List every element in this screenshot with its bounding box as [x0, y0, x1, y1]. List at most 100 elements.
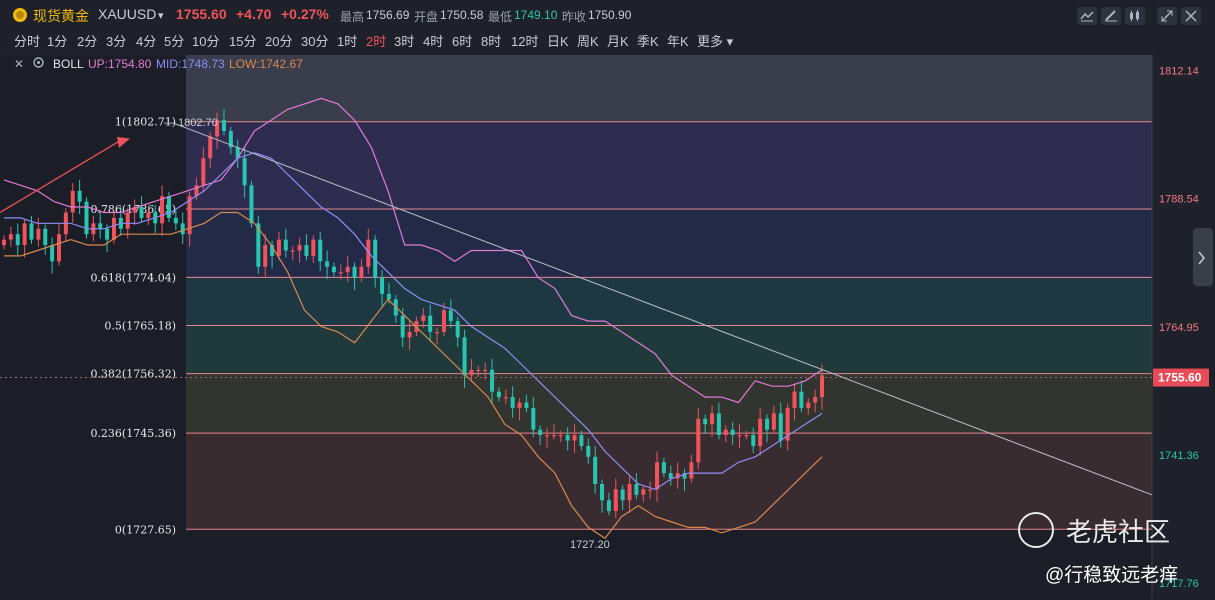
candle-body-50: [345, 266, 350, 273]
timeframe-18[interactable]: 日K: [547, 34, 569, 49]
timeframe-19[interactable]: 周K: [577, 34, 599, 49]
candle-body-73: [503, 397, 508, 399]
timeframe-9[interactable]: 20分: [265, 34, 293, 49]
tiger-logo-icon: [1018, 512, 1054, 548]
close-icon[interactable]: [1181, 7, 1201, 25]
candle-body-80: [551, 435, 556, 437]
candle-body-87: [600, 483, 605, 501]
boll-mid-value: MID:1748.73: [156, 57, 225, 71]
fib-zone-2: [186, 277, 1152, 326]
chevron-down-icon[interactable]: ▾: [158, 10, 164, 22]
timeframe-17[interactable]: 12时: [511, 34, 539, 49]
candle-body-117: [806, 402, 811, 408]
timeframe-4[interactable]: 3分: [106, 34, 127, 49]
timeframe-10[interactable]: 30分: [301, 34, 329, 49]
timeframe-11[interactable]: 1时: [337, 34, 358, 49]
instrument-name[interactable]: 现货黄金: [33, 8, 89, 24]
timeframe-8[interactable]: 15分: [229, 34, 257, 49]
remove-indicator-icon[interactable]: ✕: [14, 57, 25, 71]
timeframe-23[interactable]: 更多 ▾: [697, 34, 734, 49]
candles: [2, 109, 824, 519]
timeframe-20[interactable]: 月K: [607, 34, 629, 49]
candle-body-62: [428, 315, 433, 332]
fib-label-2: 0.618(1774.04): [90, 271, 176, 284]
high-label: 最高: [340, 10, 365, 24]
indicator-icon[interactable]: [1077, 7, 1097, 25]
candle-body-58: [400, 315, 405, 338]
candle-body-70: [483, 369, 488, 372]
candle-body-47: [325, 261, 330, 267]
timeframe-15[interactable]: 6时: [452, 34, 473, 49]
timeframe-16[interactable]: 8时: [481, 34, 502, 49]
timeframe-6[interactable]: 5分: [164, 34, 185, 49]
candle-body-98: [675, 473, 680, 479]
timeframe-3[interactable]: 2分: [77, 34, 98, 49]
candle-body-4: [29, 223, 34, 240]
candle-body-115: [792, 391, 797, 408]
arrow-head-icon: [117, 136, 130, 148]
candle-body-1: [8, 234, 13, 240]
candle-body-63: [435, 331, 440, 334]
fib-zone-3: [186, 325, 1152, 374]
candle-body-107: [737, 435, 742, 437]
low-value: 1749.10: [514, 8, 558, 22]
settings-icon[interactable]: [32, 56, 45, 72]
candle-body-38: [263, 245, 268, 267]
candle-body-81: [558, 435, 563, 437]
candle-body-61: [421, 315, 426, 322]
candle-body-67: [462, 337, 467, 376]
candle-body-30: [208, 136, 213, 159]
timeframe-13[interactable]: 3时: [394, 34, 415, 49]
candle-body-29: [201, 158, 206, 186]
candle-body-40: [276, 239, 281, 256]
y-tick-label-3: 1741.36: [1159, 450, 1199, 462]
candle-body-68: [469, 369, 474, 376]
expand-icon[interactable]: [1157, 7, 1177, 25]
candle-body-14: [98, 223, 103, 229]
candle-body-66: [455, 321, 460, 338]
instrument-symbol[interactable]: XAUUSD: [98, 6, 157, 22]
candle-body-77: [531, 407, 536, 430]
low-marker-label: 1727.20: [570, 539, 610, 551]
timeframe-1[interactable]: 分时: [14, 34, 41, 49]
candle-body-83: [572, 435, 577, 441]
candle-body-42: [290, 250, 295, 252]
candle-body-103: [710, 413, 715, 425]
timeframe-7[interactable]: 10分: [192, 34, 220, 49]
fib-label-3: 0.5(1765.18): [104, 320, 176, 333]
candle-body-65: [448, 310, 453, 322]
candle-body-72: [496, 391, 501, 398]
current-price-tag: [1153, 368, 1209, 387]
candle-body-36: [249, 185, 254, 224]
fib-zone-1: [186, 208, 1152, 278]
boll-up-line: [3, 97, 823, 404]
candle-body-112: [771, 413, 776, 430]
candle-body-99: [682, 473, 687, 479]
watermark-brand: 老虎社区: [1066, 517, 1171, 547]
candle-body-92: [634, 483, 639, 495]
y-tick-label-4: 1717.76: [1159, 578, 1199, 590]
chevron-right-icon: [1198, 251, 1205, 265]
timeframe-5[interactable]: 4分: [136, 34, 157, 49]
timeframe-12[interactable]: 2时: [366, 34, 387, 49]
price-change-pct: +0.27%: [281, 6, 329, 22]
timeframe-14[interactable]: 4时: [423, 34, 444, 49]
candle-body-25: [173, 217, 178, 224]
open-label: 开盘: [414, 10, 439, 24]
candle-type-icon[interactable]: [1125, 7, 1145, 25]
boll-low-value: LOW:1742.67: [229, 57, 303, 71]
low-label: 最低: [488, 10, 513, 24]
candle-body-111: [765, 418, 770, 430]
timeframe-2[interactable]: 1分: [47, 34, 68, 49]
timeframe-22[interactable]: 年K: [667, 34, 689, 49]
timeframe-21[interactable]: 季K: [637, 34, 659, 49]
candle-body-71: [490, 369, 495, 392]
candle-body-91: [627, 483, 632, 501]
candle-body-27: [187, 196, 192, 235]
high-marker-label: — 1802.70: [164, 117, 218, 129]
candle-body-48: [331, 266, 336, 273]
candle-body-39: [270, 245, 275, 256]
candle-body-56: [386, 293, 391, 300]
draw-icon[interactable]: [1101, 7, 1121, 25]
